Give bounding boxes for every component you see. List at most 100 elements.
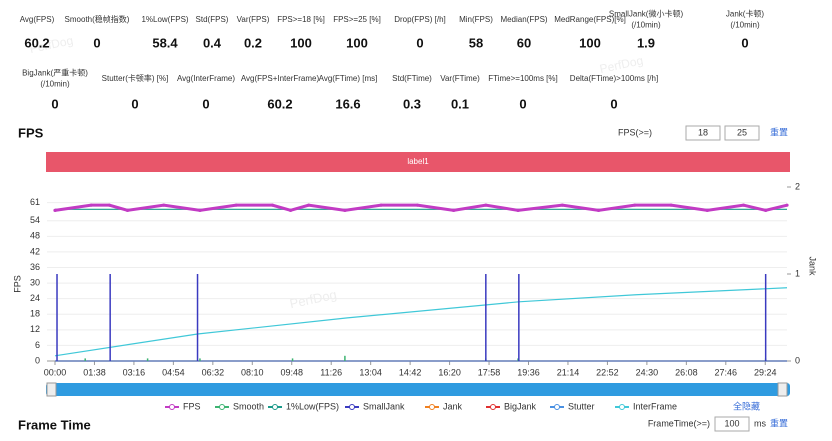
point <box>125 208 130 212</box>
stat-label: Min(FPS) <box>459 15 493 24</box>
filter-value: 18 <box>698 127 708 137</box>
filter-value: 100 <box>724 418 739 428</box>
stat-value: 0 <box>519 96 526 111</box>
legend-dot <box>554 404 560 410</box>
stat-label: FPS>=25 [%] <box>333 15 381 24</box>
y2-axis-label: Jank <box>808 256 818 276</box>
point <box>484 203 488 207</box>
y-tick-label: 48 <box>30 231 40 241</box>
x-tick-label: 26:08 <box>675 367 698 377</box>
stat-value: 0.1 <box>451 96 469 111</box>
stat-label: Median(FPS) <box>500 15 547 24</box>
point <box>785 203 789 207</box>
filter-input[interactable] <box>685 125 721 141</box>
filter-input[interactable] <box>714 416 750 432</box>
point <box>270 203 275 207</box>
section-title: FPS <box>18 125 44 140</box>
legend-dot <box>429 404 435 410</box>
stat-label: (/10min) <box>631 21 661 30</box>
filter-label: FrameTime(>=) <box>648 418 710 428</box>
x-tick-label: 22:52 <box>596 367 619 377</box>
x-tick-label: 29:24 <box>754 367 777 377</box>
legend-label: FPS <box>183 401 201 411</box>
point <box>669 203 673 207</box>
filter-value: 25 <box>737 127 747 137</box>
reset-button[interactable]: 重置 <box>770 417 788 428</box>
y-tick-label: 42 <box>30 246 40 256</box>
y-tick-label: 6 <box>35 340 40 350</box>
legend-label: InterFrame <box>633 401 677 411</box>
stat-label: MedRange(FPS)[%] <box>554 15 626 24</box>
x-tick-label: 21:14 <box>557 367 580 377</box>
legend-label: Smooth <box>233 401 264 411</box>
stat-label: Var(FPS) <box>237 15 270 24</box>
slider-handle[interactable] <box>46 382 57 397</box>
stat-label: BigJank(严重卡顿) <box>22 68 88 78</box>
legend-label: Stutter <box>568 401 595 411</box>
stat-label: Avg(FTime) [ms] <box>319 74 378 83</box>
point <box>53 208 57 212</box>
stat-value: 0.2 <box>244 35 262 50</box>
stat-label: Avg(InterFrame) <box>177 74 235 83</box>
stat-value: 60.2 <box>267 96 292 111</box>
point <box>705 208 709 212</box>
point <box>234 203 238 207</box>
x-tick-label: 17:58 <box>478 367 501 377</box>
x-tick-label: 01:38 <box>83 367 106 377</box>
stat-value: 0 <box>131 96 138 111</box>
stat-value: 0.4 <box>203 35 222 50</box>
point <box>452 208 456 212</box>
legend-label: BigJank <box>504 401 537 411</box>
stat-label: Stutter(卡顿率) [%] <box>102 73 169 83</box>
legend-dot <box>272 404 278 410</box>
stat-label: Std(FPS) <box>196 15 229 24</box>
y-tick-label: 24 <box>30 293 40 303</box>
point <box>379 203 383 207</box>
stat-value: 0 <box>416 35 423 50</box>
legend-label: Jank <box>443 401 463 411</box>
stat-value: 60.2 <box>24 35 49 50</box>
stat-value: 0 <box>202 96 209 111</box>
x-tick-label: 09:48 <box>280 367 303 377</box>
hide-all-button[interactable]: 全隐藏 <box>733 400 760 411</box>
stat-value: 58.4 <box>152 35 178 50</box>
stat-label: Avg(FPS) <box>20 15 55 24</box>
point <box>288 208 293 212</box>
y-tick-label: 30 <box>30 277 40 287</box>
filter-input[interactable] <box>724 125 760 141</box>
stat-label: Avg(FPS+InterFrame) <box>241 74 320 83</box>
label-text: label1 <box>407 157 429 166</box>
stat-label: Var(FTime) <box>440 74 480 83</box>
point <box>107 203 111 207</box>
stat-value: 0.3 <box>403 96 421 111</box>
x-tick-label: 04:54 <box>162 367 185 377</box>
x-tick-label: 27:46 <box>715 367 738 377</box>
stat-value: 100 <box>290 35 312 50</box>
label-bar <box>46 152 790 172</box>
reset-button[interactable]: 重置 <box>770 126 788 137</box>
x-tick-label: 24:30 <box>636 367 659 377</box>
y-tick-label: 61 <box>30 197 40 207</box>
unit: ms <box>754 418 766 428</box>
y2-tick-label: 0 <box>795 355 800 365</box>
point <box>560 203 564 207</box>
stat-value: 0 <box>741 35 748 50</box>
y2-tick-label: 1 <box>795 268 800 278</box>
x-tick-label: 08:10 <box>241 367 264 377</box>
point <box>764 208 768 212</box>
stat-label: FTime>=100ms [%] <box>488 74 558 83</box>
stat-value: 100 <box>346 35 368 50</box>
x-tick-label: 00:00 <box>44 367 67 377</box>
point <box>415 203 419 207</box>
point <box>633 203 637 207</box>
slider-handle[interactable] <box>777 382 788 397</box>
x-tick-label: 03:16 <box>123 367 146 377</box>
y-tick-label: 12 <box>30 324 40 334</box>
x-tick-label: 06:32 <box>202 367 225 377</box>
y-tick-label: 36 <box>30 262 40 272</box>
y-tick-label: 0 <box>35 355 40 365</box>
range-slider[interactable] <box>46 383 790 396</box>
stat-label: (/10min) <box>40 80 70 89</box>
